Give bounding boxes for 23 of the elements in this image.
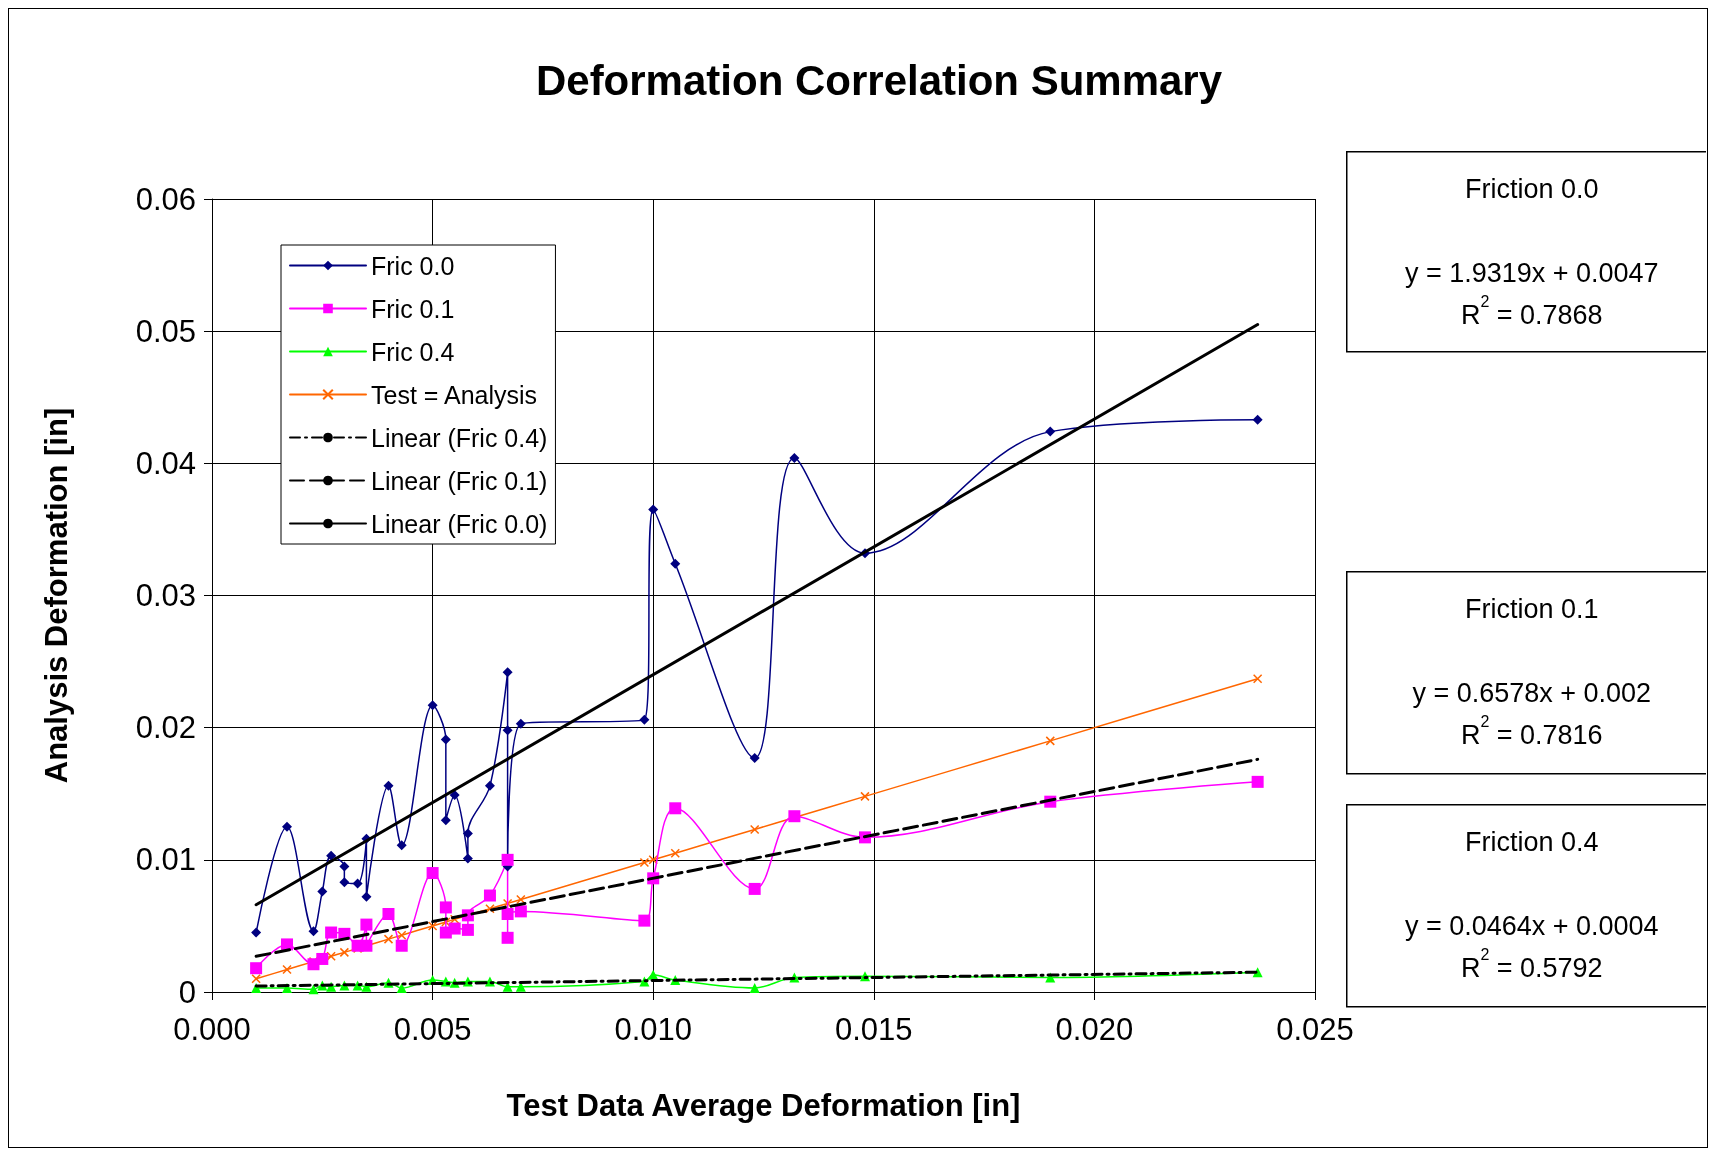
legend-label: Linear (Fric 0.0) [371,509,548,538]
x-tick-label: 0.025 [1276,1012,1354,1047]
x-tick-label: 0.020 [1055,1012,1134,1047]
y-tick-label: 0 [178,974,196,1010]
chart-title: Deformation Correlation Summary [535,56,1223,104]
x-tick-label: 0.010 [614,1012,692,1047]
legend-label: Linear (Fric 0.1) [371,466,548,495]
legend-label: Fric 0.1 [371,294,455,323]
legend-label: Linear (Fric 0.4) [371,423,548,452]
legend-label: Test = Analysis [371,380,538,409]
y-tick-label: 0.01 [135,842,196,878]
y-tick-label: 0.03 [135,578,196,613]
y-tick-label: 0.05 [135,313,196,349]
legend-label: Fric 0.0 [371,251,455,280]
x-tick-label: 0.015 [835,1012,913,1047]
y-axis-title: Analysis Deformation [in] [39,407,74,784]
x-tick-label: 0.000 [173,1012,251,1047]
legend-label: Fric 0.4 [371,337,455,366]
y-tick-label: 0.02 [135,710,196,746]
x-axis-title: Test Data Average Deformation [in] [506,1088,1021,1123]
y-tick-label: 0.06 [135,181,196,217]
y-tick-label: 0.04 [135,445,196,481]
x-tick-label: 0.005 [393,1012,472,1047]
